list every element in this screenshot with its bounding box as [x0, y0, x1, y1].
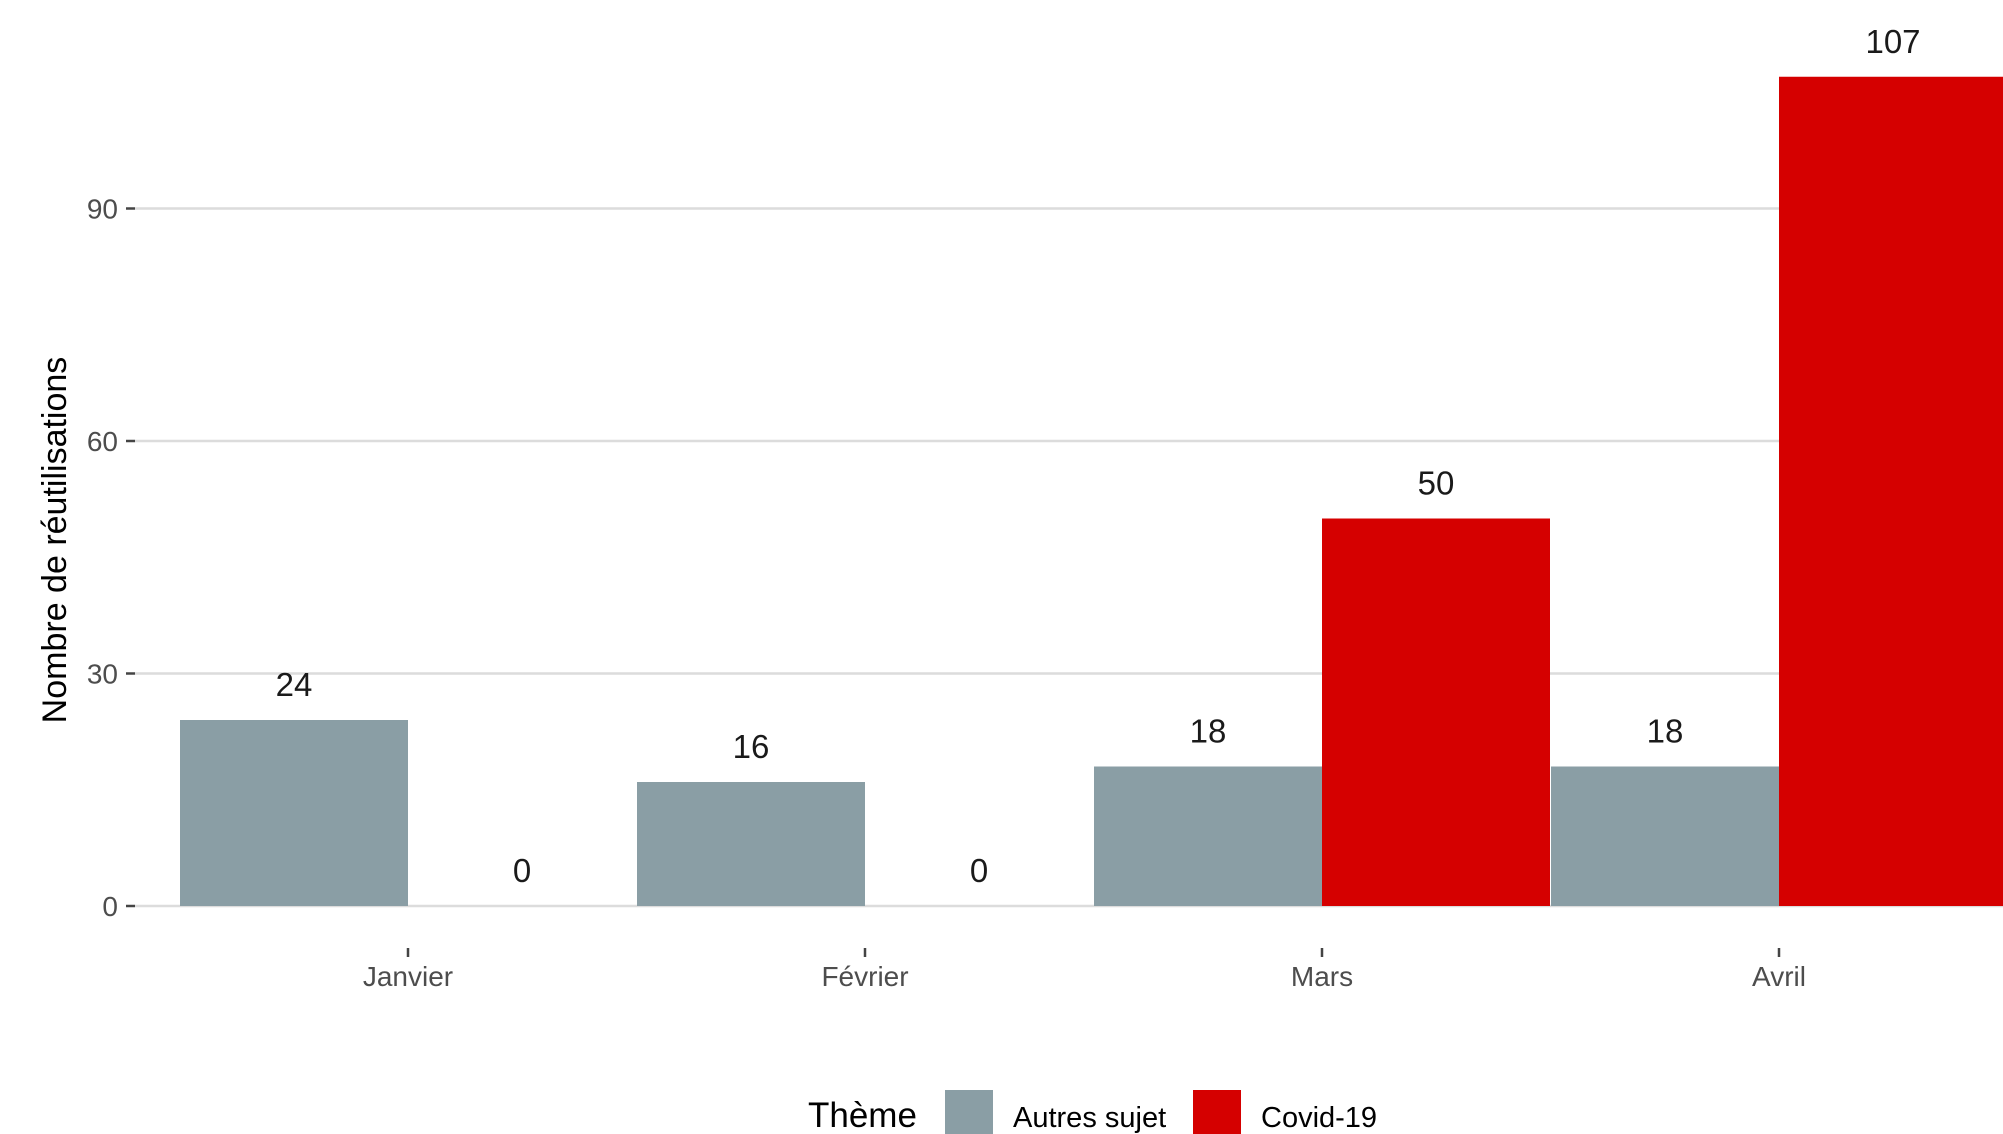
bar-covid-19-3	[1322, 518, 1550, 906]
y-axis: 0 30 60 90	[87, 194, 135, 922]
data-label: 107	[1865, 23, 1920, 60]
legend-label-2: Covid-19	[1261, 1102, 1377, 1134]
y-tick-label: 0	[102, 891, 118, 922]
legend: Thème Autres sujet Covid-19	[808, 1090, 1377, 1134]
data-label: 16	[733, 728, 770, 765]
bar-autres-sujet-4	[1551, 766, 1779, 906]
legend-key-2	[1193, 1090, 1241, 1134]
y-tick-label: 30	[87, 659, 118, 690]
data-labels: 24 0 16 0 18 50 18 107	[276, 23, 1921, 889]
data-label: 18	[1647, 713, 1684, 750]
x-tick-label-4: Avril	[1752, 961, 1806, 992]
data-label: 24	[276, 666, 313, 703]
bar-covid-19-4	[1779, 76, 2003, 906]
bars	[180, 76, 2003, 906]
legend-label-1: Autres sujet	[1013, 1102, 1166, 1134]
data-label: 50	[1418, 465, 1455, 502]
y-tick-label: 90	[87, 194, 118, 225]
x-tick-label-1: Janvier	[363, 961, 453, 992]
data-label: 0	[970, 852, 988, 889]
bar-autres-sujet-1	[180, 720, 408, 906]
bar-autres-sujet-2	[637, 782, 865, 906]
legend-key-1	[945, 1090, 993, 1134]
x-axis: Janvier Février Mars Avril	[363, 948, 1806, 992]
bar-autres-sujet-3	[1094, 766, 1322, 906]
legend-title: Thème	[808, 1096, 917, 1134]
data-label: 18	[1190, 713, 1227, 750]
y-tick-label: 60	[87, 426, 118, 457]
data-label: 0	[513, 852, 531, 889]
x-tick-label-2: Février	[821, 961, 908, 992]
x-tick-label-3: Mars	[1291, 961, 1353, 992]
y-axis-title: Nombre de réutilisations	[36, 357, 74, 724]
